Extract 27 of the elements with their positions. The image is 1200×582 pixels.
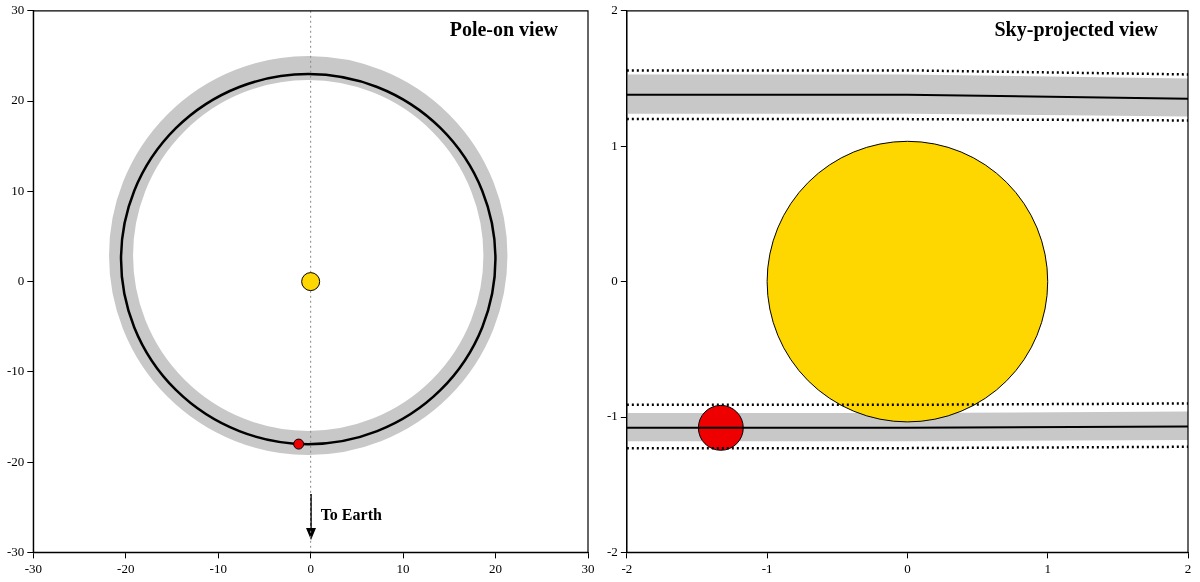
y-tick-label: 30 bbox=[11, 2, 25, 18]
y-tick-label: -10 bbox=[6, 363, 25, 379]
y-tick-label: 0 bbox=[611, 273, 618, 289]
x-tick-label: 0 bbox=[307, 560, 314, 576]
x-tick-label: 20 bbox=[489, 560, 503, 576]
y-tick-label: 10 bbox=[11, 182, 25, 198]
y-tick-label: 0 bbox=[17, 273, 25, 289]
y-tick-label: 1 bbox=[611, 137, 618, 153]
y-tick-label: -30 bbox=[6, 543, 25, 559]
y-tick-label: -1 bbox=[606, 408, 618, 424]
x-tick-label: 30 bbox=[581, 560, 595, 576]
x-tick-label: 0 bbox=[904, 560, 911, 576]
chart-title: Pole-on view bbox=[449, 17, 559, 40]
x-tick-label: -1 bbox=[761, 560, 773, 576]
x-tick-label: -2 bbox=[621, 560, 633, 576]
chart-title: Sky-projected view bbox=[994, 17, 1159, 41]
y-tick-label: -20 bbox=[6, 453, 25, 469]
annotation: To Earth bbox=[320, 506, 382, 524]
y-tick-label: 2 bbox=[611, 2, 618, 18]
x-tick-label: 10 bbox=[396, 560, 410, 576]
y-tick-label: 20 bbox=[11, 92, 25, 108]
x-tick-label: -10 bbox=[209, 560, 227, 576]
x-tick-label: -20 bbox=[117, 560, 135, 576]
x-tick-label: 2 bbox=[1184, 560, 1192, 576]
x-tick-label: 1 bbox=[1044, 560, 1051, 576]
x-tick-label: -30 bbox=[24, 560, 42, 576]
y-tick-label: -2 bbox=[606, 543, 618, 559]
